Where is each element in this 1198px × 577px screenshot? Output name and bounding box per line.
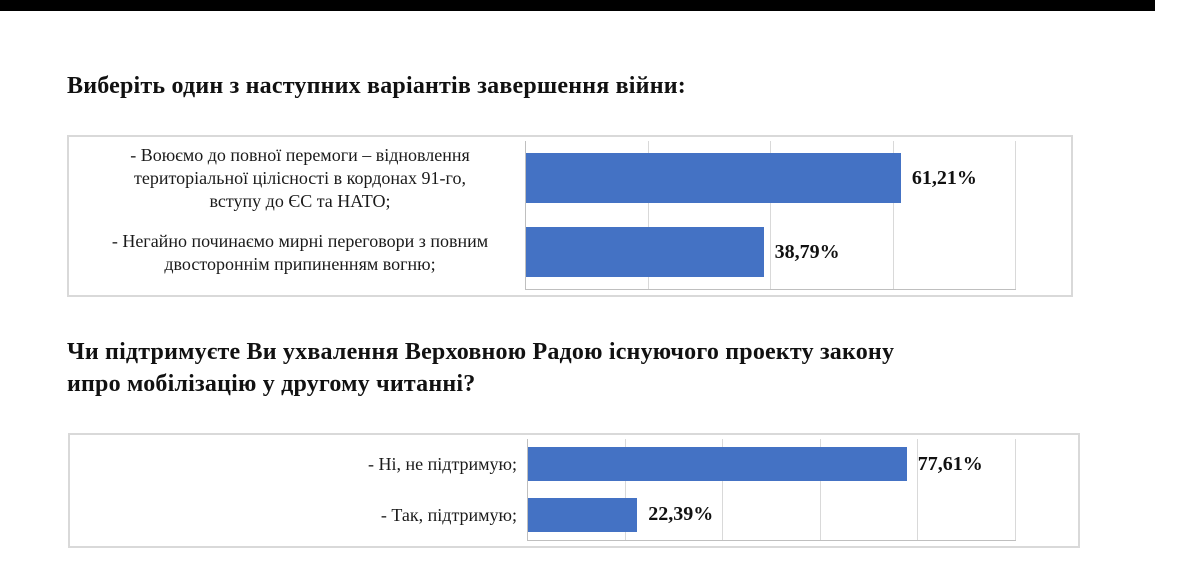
gridline-80pct xyxy=(1015,141,1016,289)
bar-row: 22,39% xyxy=(528,490,1016,541)
poll-question-2-line-2: ипро мобілізацію у другому читанні? xyxy=(67,371,476,397)
poll-chart-1: - Воюємо до повної перемоги – відновленн… xyxy=(67,135,1073,297)
plot-area: 61,21% 38,79% xyxy=(525,141,1016,290)
gridline-40pct xyxy=(722,439,724,540)
data-bar xyxy=(528,497,638,532)
data-bar xyxy=(526,226,764,278)
gridline-100pct xyxy=(1015,439,1016,540)
gridline-60pct xyxy=(892,141,894,289)
bar-value-label: 77,61% xyxy=(917,452,983,475)
plot-area: 77,61% 22,39% xyxy=(527,439,1016,541)
category-label: - Воюємо до повної перемоги – відновленн… xyxy=(130,144,470,211)
bar-row: 38,79% xyxy=(526,215,1016,289)
poll-question-2-title: Чи підтримуєте Ви ухвалення Верховною Ра… xyxy=(67,336,1177,400)
gridline-40pct xyxy=(770,141,771,289)
poll-question-1-title: Виберіть один з наступних варіантів заве… xyxy=(67,73,686,99)
category-label: - Негайно починаємо мирні переговори з п… xyxy=(111,230,489,274)
bar-value-label: 38,79% xyxy=(774,240,840,263)
bar-value-label: 61,21% xyxy=(911,166,977,189)
top-black-bar xyxy=(0,0,1155,11)
bar-row: 61,21% xyxy=(526,141,1016,215)
bar-value-label: 22,39% xyxy=(648,503,714,526)
gridline-80pct xyxy=(917,439,919,540)
poll-chart-2: - Ні, не підтримую; - Так, підтримую; 77,… xyxy=(68,433,1080,548)
bar-row: 77,61% xyxy=(528,439,1016,490)
poll-question-2-line-1: Чи підтримуєте Ви ухвалення Верховною Ра… xyxy=(67,339,895,365)
gridline-20pct xyxy=(647,141,649,289)
category-label: - Так, підтримую; xyxy=(380,504,517,525)
data-bar xyxy=(528,447,907,482)
data-bar xyxy=(526,152,901,204)
gridline-20pct xyxy=(624,439,626,540)
category-labels: - Воюємо до повної перемоги – відновленн… xyxy=(69,137,525,295)
gridline-60pct xyxy=(819,439,821,540)
category-label: - Ні, не підтримую; xyxy=(368,453,517,474)
category-labels: - Ні, не підтримую; - Так, підтримую; xyxy=(70,435,527,546)
